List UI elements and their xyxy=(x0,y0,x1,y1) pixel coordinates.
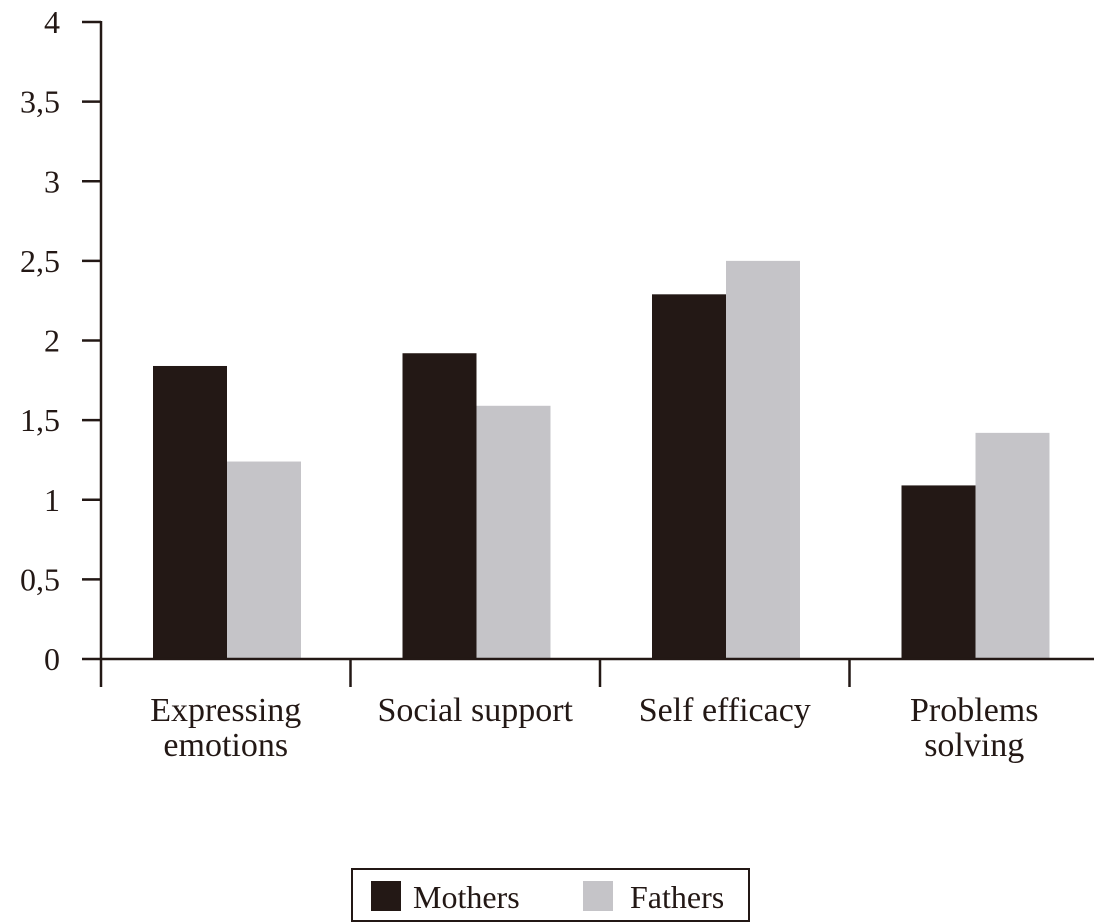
y-axis-ticks: 0 0,5 1 1,5 2 2,5 3 3,5 4 xyxy=(20,4,101,677)
y-tick-label: 0 xyxy=(44,641,60,677)
legend-swatch-mothers xyxy=(371,881,401,911)
legend-label-fathers: Fathers xyxy=(630,879,724,915)
legend: Mothers Fathers xyxy=(351,868,750,922)
category-label: Expressing xyxy=(150,692,301,729)
x-axis-ticks xyxy=(349,659,851,687)
bar-fathers xyxy=(975,432,1050,659)
bar-fathers xyxy=(726,260,800,659)
y-tick-label: 2,5 xyxy=(20,243,60,279)
y-tick-label: 4 xyxy=(44,4,60,40)
y-tick-label: 3 xyxy=(44,163,60,199)
bar-mothers xyxy=(901,485,976,659)
bars xyxy=(153,260,1050,659)
category-label: Self efficacy xyxy=(639,692,811,729)
category-label: Social support xyxy=(378,692,574,729)
y-tick-label: 2 xyxy=(44,323,60,359)
y-tick-label: 3,5 xyxy=(20,84,60,120)
bar-fathers xyxy=(227,461,301,659)
category-label: emotions xyxy=(163,727,288,764)
y-tick-label: 1,5 xyxy=(20,402,60,438)
y-tick-label: 0,5 xyxy=(20,561,60,597)
y-tick-label: 1 xyxy=(44,482,60,518)
category-label: Problems xyxy=(910,692,1038,729)
legend-box xyxy=(351,868,750,922)
legend-label-mothers: Mothers xyxy=(413,879,520,915)
legend-swatch-fathers xyxy=(583,881,613,911)
category-label: solving xyxy=(924,727,1024,764)
bar-fathers xyxy=(476,405,551,659)
bar-mothers xyxy=(652,294,726,659)
bar-mothers xyxy=(153,365,227,659)
bar-mothers xyxy=(402,353,477,659)
